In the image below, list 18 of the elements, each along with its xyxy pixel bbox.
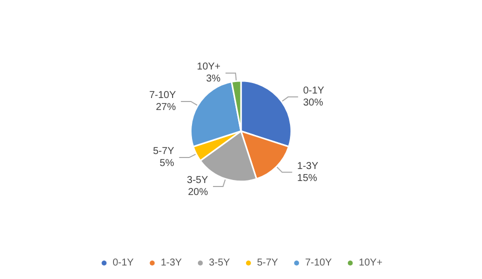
legend-label: 5-7Y — [256, 258, 278, 268]
legend-label: 7-10Y — [305, 258, 332, 268]
legend-label: 1-3Y — [160, 258, 182, 268]
data-label: 30% — [303, 97, 324, 108]
data-label: 27% — [156, 102, 176, 113]
slice-label: 7-10Y — [149, 90, 176, 101]
slice-label: 10Y+ — [196, 62, 221, 73]
slice-label: 3-5Y — [186, 175, 208, 186]
data-label: 5% — [160, 158, 174, 170]
data-label: 15% — [297, 172, 318, 184]
data-label: 20% — [188, 187, 208, 198]
slice-label: 5-7Y — [153, 146, 174, 158]
legend-label: 10Y+ — [358, 258, 383, 268]
data-label: 3% — [206, 74, 221, 85]
slice-label: 0-1Y — [303, 85, 325, 96]
slice-label: 1-3Y — [297, 160, 319, 172]
legend-label: 0-1Y — [112, 258, 134, 268]
legend-label: 3-5Y — [208, 258, 230, 268]
